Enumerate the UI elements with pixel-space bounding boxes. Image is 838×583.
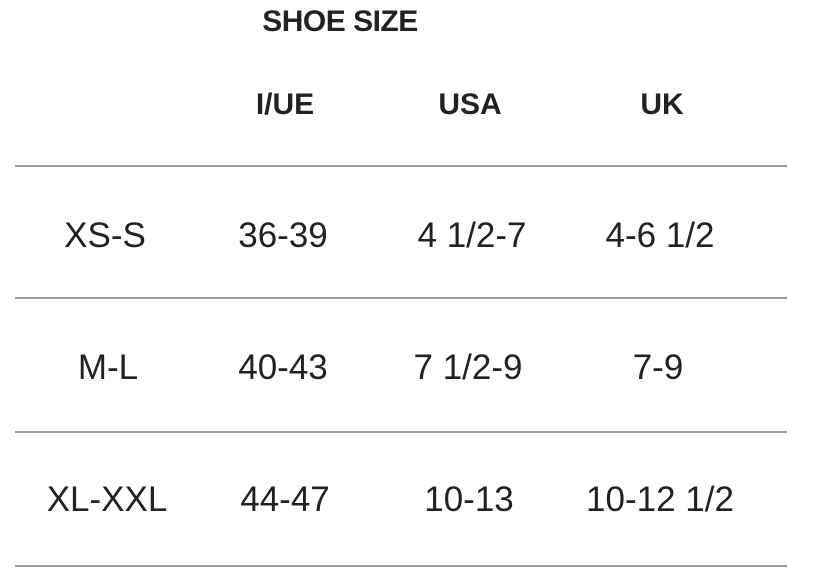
divider xyxy=(15,431,787,433)
size-label: M-L xyxy=(77,348,139,387)
column-header-usa: USA xyxy=(438,88,502,121)
cell-uk: 10-12 1/2 xyxy=(586,480,734,519)
divider xyxy=(15,297,787,299)
cell-uk: 7-9 xyxy=(632,348,684,387)
column-header-uk: UK xyxy=(640,88,684,121)
table-title: SHOE SIZE xyxy=(262,5,418,38)
divider xyxy=(15,565,787,567)
cell-iue: 36-39 xyxy=(238,216,328,255)
cell-iue: 40-43 xyxy=(238,348,328,387)
cell-uk: 4-6 1/2 xyxy=(605,216,715,255)
divider xyxy=(15,165,787,167)
cell-iue: 44-47 xyxy=(240,480,330,519)
cell-usa: 7 1/2-9 xyxy=(413,348,523,387)
size-label: XL-XXL xyxy=(46,480,168,519)
cell-usa: 4 1/2-7 xyxy=(417,216,527,255)
cell-usa: 10-13 xyxy=(424,480,514,519)
column-header-iue: I/UE xyxy=(255,88,315,121)
size-label: XS-S xyxy=(64,216,146,255)
